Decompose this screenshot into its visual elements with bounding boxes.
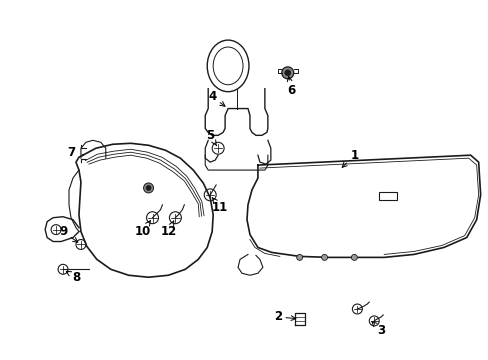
Text: 5: 5 (205, 129, 216, 146)
Text: 3: 3 (371, 321, 385, 337)
Circle shape (146, 185, 151, 190)
Text: 2: 2 (273, 310, 295, 323)
Text: 4: 4 (207, 90, 224, 106)
Circle shape (281, 67, 293, 79)
Circle shape (296, 255, 302, 260)
Text: 10: 10 (134, 221, 150, 238)
Text: 9: 9 (59, 225, 78, 242)
Text: 1: 1 (342, 149, 358, 167)
Bar (379, 192, 396, 200)
Text: 11: 11 (212, 197, 228, 214)
Circle shape (351, 255, 357, 260)
Circle shape (284, 70, 290, 76)
Text: 12: 12 (160, 221, 176, 238)
Text: 6: 6 (287, 77, 295, 97)
Circle shape (321, 255, 327, 260)
Circle shape (143, 183, 153, 193)
Text: 8: 8 (66, 271, 80, 284)
Text: 7: 7 (67, 146, 75, 159)
